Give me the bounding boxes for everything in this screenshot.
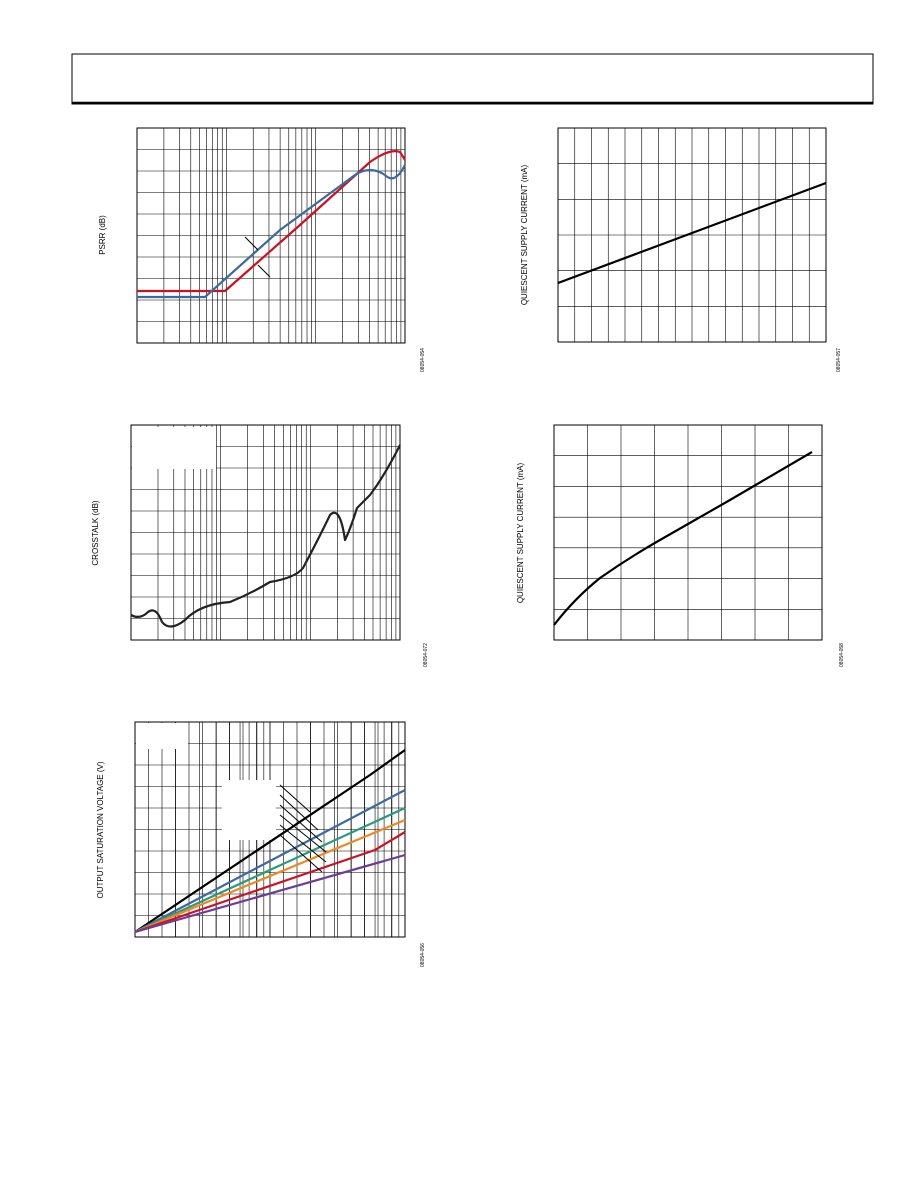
plot-frame <box>553 424 823 641</box>
legend-blank <box>132 427 216 469</box>
legend-blank <box>222 780 276 840</box>
grids <box>130 127 827 938</box>
sat-curve <box>134 749 406 933</box>
plot-frame <box>136 127 406 344</box>
figure-code: 08054-058 <box>839 643 845 667</box>
y-axis-label: QUIESCENT SUPPLY CURRENT (mA) <box>516 463 525 604</box>
y-axis-label: OUTPUT SATURATION VOLTAGE (V) <box>96 761 105 898</box>
figure-code: 08054-057 <box>836 348 842 372</box>
sat-curve <box>134 789 406 933</box>
psrr-curve-red <box>137 150 406 293</box>
plot-frame <box>557 127 827 343</box>
sat-curve <box>134 807 406 933</box>
psrr-curve-blue <box>137 164 406 299</box>
annotation-arrow <box>244 236 271 278</box>
figure-code: 08054-072 <box>423 643 429 667</box>
sat-curve <box>134 853 406 934</box>
figure-code: 08054-056 <box>420 943 426 967</box>
legend-blank <box>136 723 188 749</box>
sat-curve <box>134 818 406 934</box>
figure-code: 08054-054 <box>420 348 426 372</box>
y-axis-label: QUIESCENT SUPPLY CURRENT (mA) <box>520 165 529 306</box>
crosstalk-curve <box>130 444 401 628</box>
iq-curve <box>553 451 813 626</box>
annotation-arrows <box>279 784 327 873</box>
plot-frame <box>134 721 406 938</box>
y-axis-label: CROSSTALK (dB) <box>91 500 100 566</box>
header-box <box>71 53 874 105</box>
plot-frame <box>130 424 401 641</box>
y-axis-label: PSRR (dB) <box>98 215 107 255</box>
iq-curve <box>557 181 827 285</box>
sat-curve <box>134 831 406 934</box>
